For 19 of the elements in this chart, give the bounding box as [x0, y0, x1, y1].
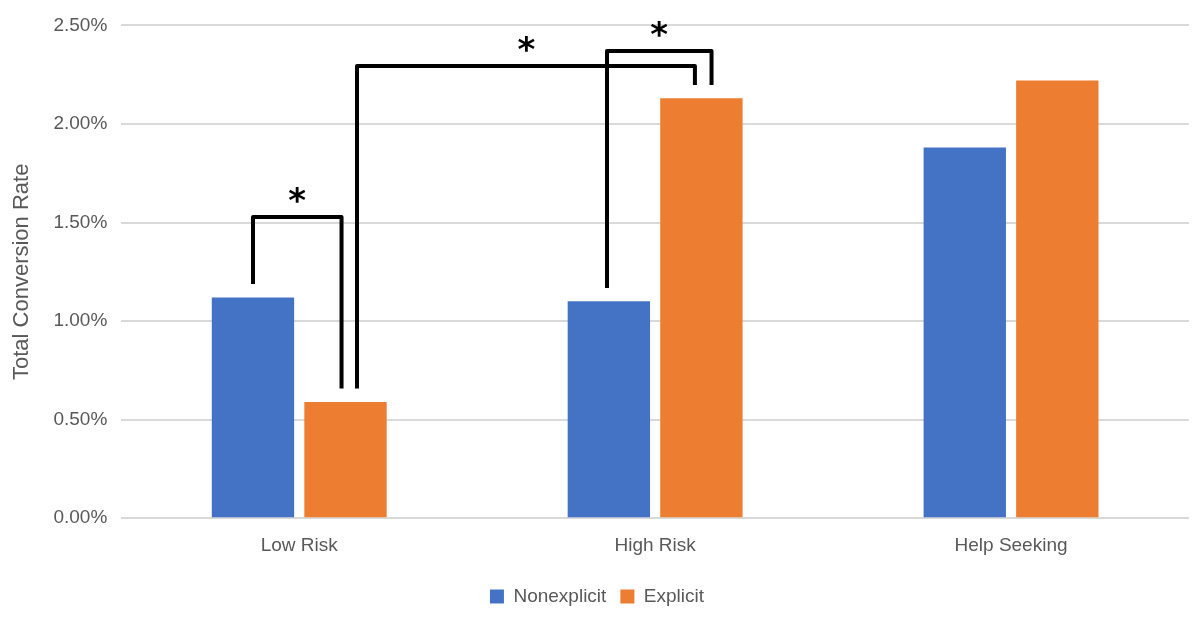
- legend-label: Explicit: [643, 584, 705, 606]
- bar: [1016, 80, 1099, 518]
- bar: [923, 147, 1006, 518]
- y-tick-label: 0.00%: [53, 506, 108, 528]
- y-tick-label: 2.50%: [53, 13, 108, 35]
- y-tick-label: 2.00%: [53, 112, 108, 134]
- y-tick-label: 1.50%: [53, 210, 108, 232]
- y-tick-label: 1.00%: [53, 309, 108, 331]
- y-axis-title: Total Conversion Rate: [8, 163, 34, 381]
- legend-label: Nonexplicit: [513, 584, 608, 606]
- bar: [567, 301, 651, 518]
- bar: [304, 401, 387, 518]
- x-tick-label: High Risk: [614, 533, 697, 555]
- x-tick-label: Low Risk: [260, 533, 339, 555]
- y-tick-label: 0.50%: [53, 407, 108, 429]
- annotation: *: [288, 180, 307, 221]
- annotation: *: [517, 29, 536, 70]
- annotation: *: [650, 14, 669, 55]
- x-tick-label: Help Seeking: [954, 533, 1068, 555]
